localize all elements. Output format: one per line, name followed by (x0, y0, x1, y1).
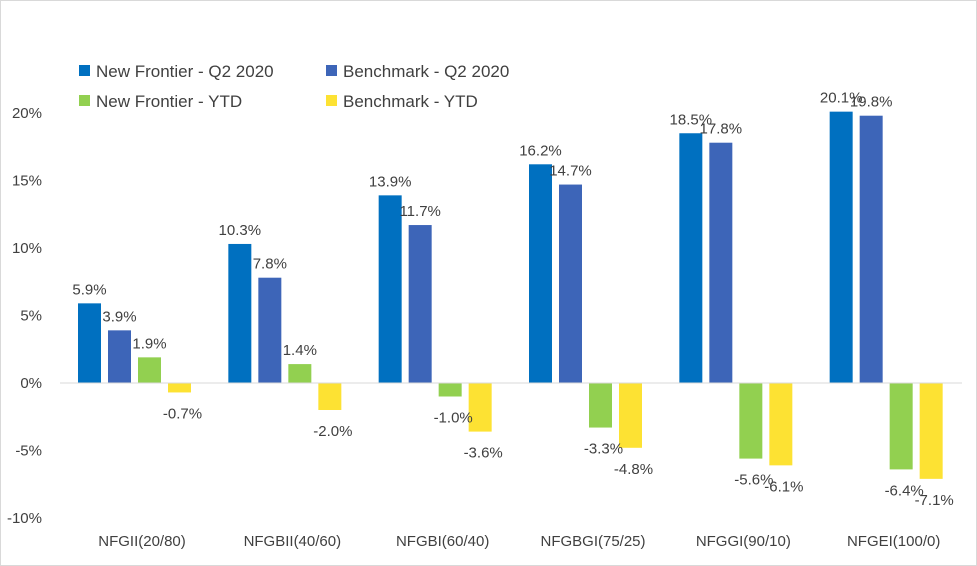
data-label: 1.4% (283, 342, 317, 359)
bar-1-4 (529, 164, 552, 383)
data-label: -7.1% (915, 492, 954, 509)
data-label: 16.2% (519, 142, 562, 159)
bar-2-2 (258, 277, 282, 383)
bar-1-5 (679, 133, 703, 383)
y-tick-label: 10% (12, 240, 42, 257)
data-label: 10.3% (219, 222, 262, 239)
bar-4-2 (318, 383, 342, 410)
bar-1-1 (78, 303, 101, 383)
bar-2-4 (559, 184, 582, 383)
x-tick-label: NFGBII(40/60) (244, 533, 342, 550)
bar-4-5 (769, 383, 793, 466)
bar-1-6 (829, 111, 853, 384)
y-tick-label: -5% (15, 443, 42, 460)
data-label: 11.7% (399, 203, 440, 220)
bars (78, 111, 943, 479)
data-label: -3.3% (584, 441, 623, 458)
legend-swatch (79, 65, 90, 76)
x-tick-label: NFGGI(90/10) (696, 533, 791, 550)
data-label: 18.5% (670, 111, 713, 128)
legend-label: New Frontier - YTD (96, 92, 242, 111)
bar-3-2 (288, 364, 312, 383)
data-label: -5.6% (734, 472, 773, 489)
bar-2-1 (108, 330, 131, 383)
y-tick-label: -10% (7, 510, 42, 527)
bar-3-5 (739, 383, 763, 459)
legend-swatch (326, 65, 337, 76)
data-label: -6.4% (885, 482, 924, 499)
legend: New Frontier - Q2 2020 Benchmark - Q2 202… (79, 62, 509, 111)
data-label: 13.9% (369, 173, 412, 190)
legend-label: New Frontier - Q2 2020 (96, 62, 274, 81)
bar-4-6 (919, 383, 943, 479)
y-axis: 20% 15% 10% 5% 0% -5% -10% (7, 105, 42, 527)
x-tick-label: NFGBGI(75/25) (540, 533, 645, 550)
data-label: -0.7% (163, 405, 202, 422)
bar-4-1 (168, 383, 191, 393)
data-label: 19.8% (850, 94, 893, 111)
x-tick-label: NFGEI(100/0) (847, 533, 940, 550)
x-axis: NFGII(20/80) NFGBII(40/60) NFGBI(60/40) NFG… (98, 533, 940, 550)
data-label: 1.9% (132, 335, 166, 352)
data-label: -4.8% (614, 461, 653, 478)
data-label: 14.7% (549, 163, 592, 180)
legend-label: Benchmark - YTD (343, 92, 478, 111)
data-label: 17.8% (700, 121, 743, 138)
data-label: -2.0% (313, 423, 352, 440)
bar-1-2 (228, 243, 252, 383)
legend-label: Benchmark - Q2 2020 (343, 62, 509, 81)
y-tick-label: 0% (20, 375, 42, 392)
legend-swatch (79, 95, 90, 106)
x-tick-label: NFGII(20/80) (98, 533, 186, 550)
bar-3-3 (438, 383, 462, 397)
data-label: -6.1% (764, 478, 803, 495)
data-label: 5.9% (72, 281, 106, 298)
bar-3-1 (138, 357, 161, 383)
bar-3-4 (589, 383, 612, 428)
data-labels: 5.9% 3.9% 1.9% -0.7% 10.3% 7.8% 1.4% -2.0% 13.9%… (72, 90, 953, 509)
bar-2-5 (709, 142, 733, 383)
bar-4-3 (468, 383, 492, 432)
y-tick-label: 15% (12, 173, 42, 190)
bar-2-6 (859, 115, 883, 383)
bar-3-6 (889, 383, 913, 470)
data-label: 20.1% (820, 90, 863, 107)
data-label: -3.6% (464, 445, 503, 462)
data-label: -1.0% (434, 410, 473, 427)
bar-4-4 (619, 383, 642, 448)
y-tick-label: 20% (12, 105, 42, 122)
y-tick-label: 5% (20, 308, 42, 325)
bar-2-3 (408, 225, 432, 383)
x-tick-label: NFGBI(60/40) (396, 533, 489, 550)
data-label: 3.9% (102, 308, 136, 325)
legend-swatch (326, 95, 337, 106)
bar-1-3 (378, 195, 402, 383)
data-label: 7.8% (253, 256, 287, 273)
